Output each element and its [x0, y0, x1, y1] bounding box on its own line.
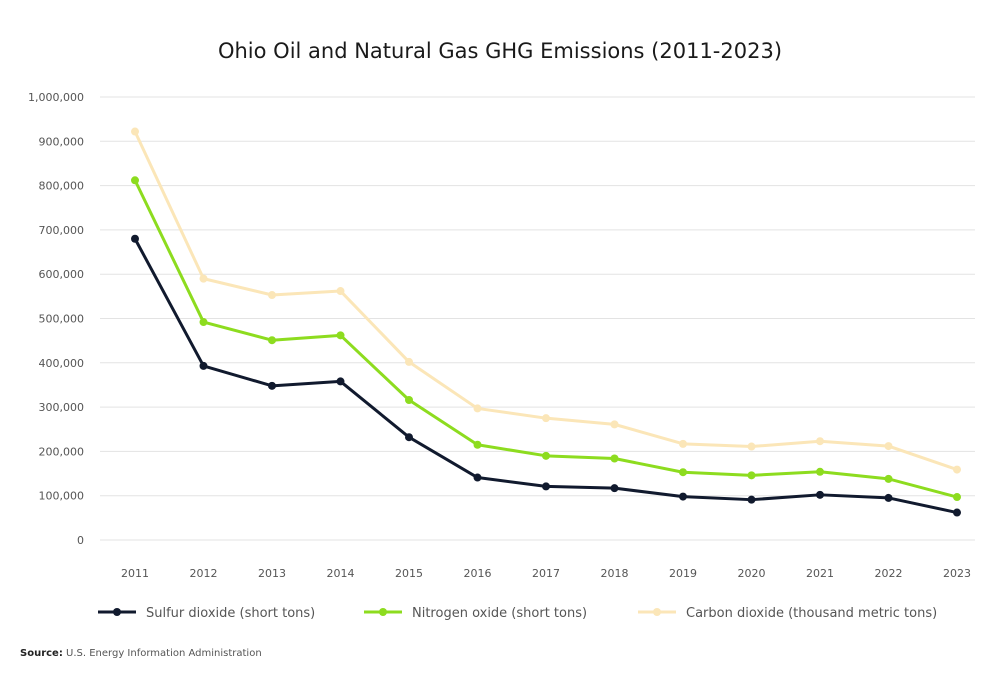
data-point	[131, 176, 139, 185]
data-point	[953, 493, 961, 502]
data-point	[473, 404, 482, 413]
x-tick-label: 2014	[327, 567, 355, 580]
data-point	[268, 336, 276, 345]
data-point	[610, 420, 619, 429]
y-axis: 0 100,000 200,000 300,000 400,000 500,000 600,…	[28, 91, 84, 547]
y-tick-label: 300,000	[39, 401, 85, 414]
x-tick-label: 2023	[943, 567, 971, 580]
data-point	[405, 396, 413, 405]
y-tick-label: 800,000	[39, 180, 85, 193]
data-point	[199, 318, 208, 327]
y-tick-label: 400,000	[39, 357, 85, 370]
data-point	[542, 482, 550, 491]
data-point	[199, 274, 208, 283]
source-label: Source:	[20, 648, 63, 659]
data-point	[679, 439, 687, 448]
data-point	[610, 484, 619, 493]
x-tick-label: 2022	[875, 567, 903, 580]
x-tick-label: 2015	[395, 567, 423, 580]
data-point	[679, 468, 687, 477]
legend-label: Sulfur dioxide (short tons)	[146, 606, 315, 621]
data-point	[747, 471, 756, 480]
x-tick-label: 2019	[669, 567, 697, 580]
data-point	[336, 377, 345, 386]
data-point	[405, 357, 413, 366]
data-point	[816, 490, 824, 499]
source-note: Source: U.S. Energy Information Administ…	[20, 648, 262, 659]
data-point	[884, 442, 893, 451]
data-point	[131, 127, 139, 136]
y-tick-label: 1,000,000	[28, 91, 84, 104]
y-tick-label: 200,000	[39, 445, 85, 458]
x-axis: 2011 2012 2013 2014 2015 2016 2017 2018 2019 2020…	[121, 567, 971, 580]
y-tick-label: 0	[77, 534, 84, 547]
data-point	[336, 287, 345, 296]
y-tick-label: 600,000	[39, 268, 85, 281]
data-point	[747, 495, 756, 504]
legend-label: Nitrogen oxide (short tons)	[412, 606, 587, 621]
legend-label: Carbon dioxide (thousand metric tons)	[686, 606, 937, 621]
data-point	[131, 234, 139, 243]
data-point	[405, 433, 413, 442]
legend: Sulfur dioxide (short tons) Nitrogen oxid…	[98, 606, 937, 621]
legend-swatch-marker	[113, 608, 121, 616]
data-point	[747, 442, 756, 451]
series-0	[131, 234, 961, 517]
y-tick-label: 900,000	[39, 135, 85, 148]
data-point	[610, 454, 619, 463]
y-tick-label: 100,000	[39, 490, 85, 503]
data-point	[884, 493, 893, 502]
data-point	[473, 473, 482, 482]
x-tick-label: 2017	[532, 567, 560, 580]
data-point	[953, 508, 961, 517]
data-point	[542, 414, 550, 423]
x-tick-label: 2020	[738, 567, 766, 580]
data-point	[268, 291, 276, 300]
legend-swatch-marker	[653, 608, 661, 616]
y-tick-label: 500,000	[39, 313, 85, 326]
x-tick-label: 2021	[806, 567, 834, 580]
x-tick-label: 2018	[601, 567, 629, 580]
data-point	[884, 474, 893, 483]
x-tick-label: 2012	[190, 567, 218, 580]
series-1	[131, 176, 961, 502]
data-point	[199, 361, 208, 370]
data-point	[542, 451, 550, 460]
series-line	[133, 179, 958, 499]
data-point	[268, 381, 276, 390]
x-tick-label: 2011	[121, 567, 149, 580]
data-point	[816, 467, 824, 476]
data-point	[953, 465, 961, 474]
series-line	[133, 238, 958, 515]
data-point	[473, 440, 482, 449]
y-tick-label: 700,000	[39, 224, 85, 237]
series	[131, 127, 961, 517]
series-2	[131, 127, 961, 474]
source-text: U.S. Energy Information Administration	[66, 648, 262, 659]
data-point	[336, 331, 345, 340]
x-tick-label: 2016	[464, 567, 492, 580]
data-point	[679, 492, 687, 501]
grid	[100, 96, 975, 541]
legend-swatch-marker	[379, 608, 387, 616]
x-tick-label: 2013	[258, 567, 286, 580]
chart-title: Ohio Oil and Natural Gas GHG Emissions (…	[218, 39, 782, 63]
data-point	[816, 437, 824, 446]
